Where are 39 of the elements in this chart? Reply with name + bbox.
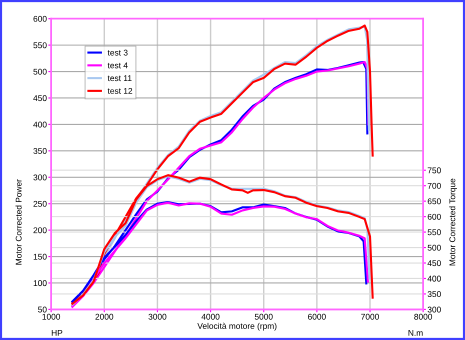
- y2-tick-label: 500: [428, 244, 441, 251]
- x-tick-label: 2000: [95, 314, 114, 320]
- x-tick-label: 7000: [361, 314, 379, 320]
- y-axis-title: Motor Corrected Power: [15, 179, 22, 265]
- x-tick-label: 5000: [254, 314, 273, 320]
- x-tick-label: 4000: [202, 314, 220, 320]
- y2-tick-label: 450: [428, 260, 441, 266]
- text: N.m: [408, 330, 423, 336]
- legend-label: test 3: [108, 50, 128, 56]
- y-tick-label: 350: [33, 148, 47, 154]
- y2-axis-title: Motor Corrected Torque: [449, 178, 457, 266]
- y2-tick-label: 650: [428, 198, 441, 204]
- y-tick-label: 450: [33, 95, 47, 102]
- x-tick-label: 1000: [42, 314, 60, 320]
- y-tick-label: 400: [33, 122, 47, 128]
- y2-tick-label: 550: [428, 229, 441, 236]
- y-tick-label: 600: [34, 16, 47, 22]
- y-tick-label: 500: [33, 68, 47, 75]
- y2-tick-label: 750: [428, 167, 441, 174]
- y-tick-label: 250: [34, 200, 47, 207]
- y2-tick-label: 600: [428, 214, 441, 220]
- x-tick-label: 8000: [414, 314, 432, 320]
- x-tick-label: 3000: [148, 314, 166, 320]
- y2-tick-label: 350: [428, 291, 441, 298]
- y-tick-label: 300: [33, 174, 47, 180]
- y2-tick-label: 300: [428, 306, 441, 312]
- y-tick-label: 550: [33, 42, 47, 48]
- y-tick-label: 150: [34, 254, 47, 260]
- y-tick-label: 100: [34, 280, 47, 286]
- y2-tick-label: 700: [428, 182, 441, 189]
- x-tick-label: 6000: [308, 314, 326, 320]
- legend-label: test 4: [108, 62, 128, 68]
- y-tick-label: 50: [38, 306, 47, 312]
- y-tick-label: 200: [34, 227, 47, 234]
- legend-label: test 12: [108, 88, 132, 94]
- text: HP: [52, 330, 62, 336]
- legend-label: test 11: [108, 75, 132, 82]
- x-axis-title: Velocità motore (rpm): [197, 322, 276, 331]
- y2-tick-label: 400: [428, 276, 441, 282]
